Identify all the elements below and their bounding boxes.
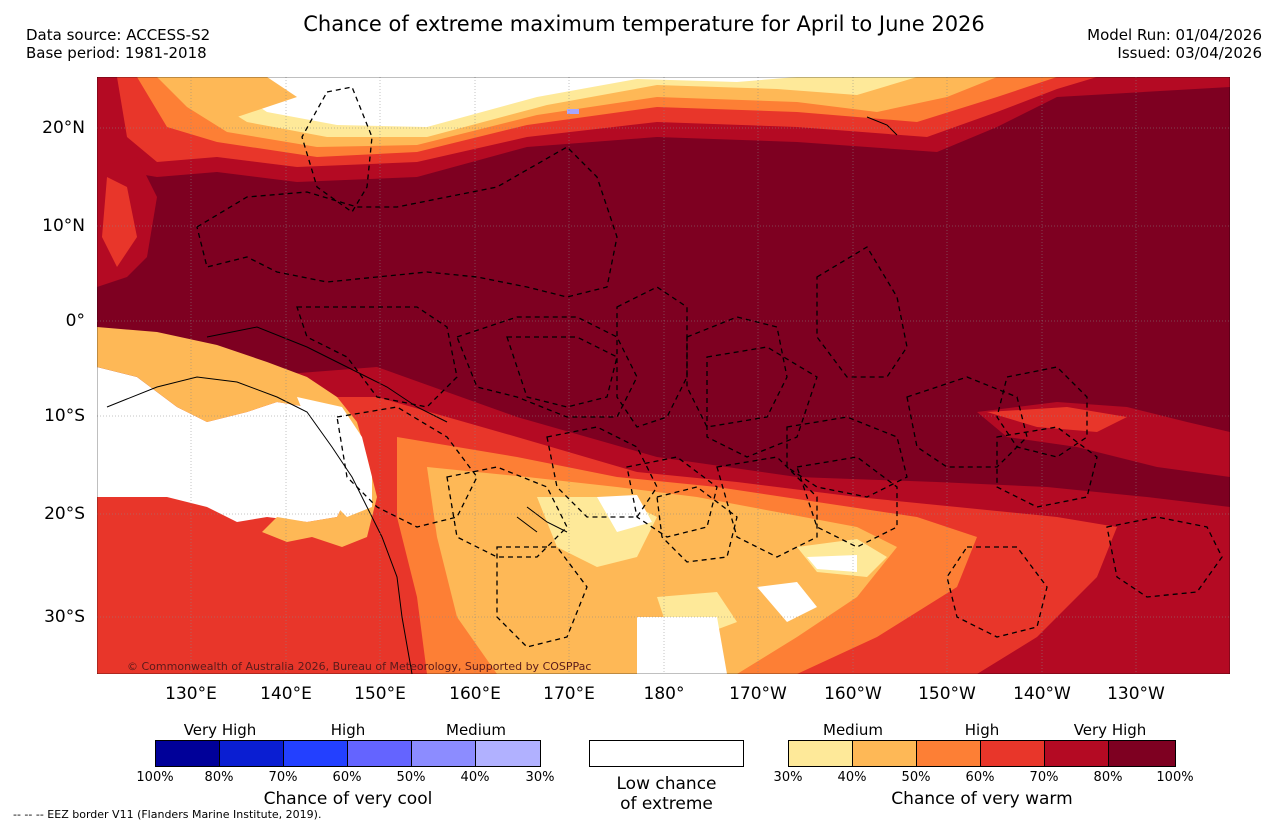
- lat-label-20n: 20°N: [42, 118, 85, 138]
- warm-swatch-70-80: [1045, 741, 1109, 766]
- lon-label-140e: 140°E: [260, 684, 312, 704]
- cool-legend-title: Chance of very cool: [263, 789, 433, 809]
- cool-swatch-80-70: [220, 741, 284, 766]
- cool-cat-high: High: [330, 721, 366, 739]
- warm-pct-80: 80%: [1093, 770, 1123, 785]
- warm-pct-70: 70%: [1029, 770, 1059, 785]
- australia-low-region: [97, 367, 347, 522]
- warm-pct-30: 30%: [773, 770, 803, 785]
- cool-cat-very-high: Very High: [183, 721, 257, 739]
- cool-pct-30: 30%: [525, 770, 555, 785]
- warm-colorbar: [788, 740, 1176, 767]
- lon-label-130w: 130°W: [1107, 684, 1165, 704]
- warm-pct-60: 60%: [965, 770, 995, 785]
- warm-pct-40: 40%: [837, 770, 867, 785]
- lon-label-140w: 140°W: [1013, 684, 1071, 704]
- cool-swatch-50-40: [412, 741, 476, 766]
- lon-label-130e: 130°E: [165, 684, 217, 704]
- meta-left: Data source: ACCESS-S2 Base period: 1981…: [26, 26, 210, 62]
- cool-pct-40: 40%: [460, 770, 490, 785]
- warm-swatch-30-40: [789, 741, 853, 766]
- warm-cat-medium: Medium: [823, 721, 883, 739]
- lon-label-170w: 170°W: [729, 684, 787, 704]
- lat-label-10s: 10°S: [44, 406, 85, 426]
- lon-label-160w: 160°W: [824, 684, 882, 704]
- cool-swatch-70-60: [284, 741, 348, 766]
- warm-swatch-60-70: [981, 741, 1045, 766]
- hawaii-coastline: [866, 116, 898, 136]
- cool-pct-100: 100%: [136, 770, 174, 785]
- cool-swatch-60-50: [348, 741, 412, 766]
- map-title: Chance of extreme maximum temperature fo…: [303, 12, 985, 36]
- base-period: Base period: 1981-2018: [26, 44, 207, 62]
- warm-swatch-40-50: [853, 741, 917, 766]
- warm-pct-50: 50%: [901, 770, 931, 785]
- cool-swatch-100-80: [156, 741, 220, 766]
- australia-coastline: [106, 376, 413, 674]
- lon-label-170e: 170°E: [543, 684, 595, 704]
- cool-colorbar: [155, 740, 541, 767]
- new-guinea-coastline: [206, 326, 448, 423]
- warm-swatch-50-60: [917, 741, 981, 766]
- lat-label-20s: 20°S: [44, 504, 85, 524]
- lon-label-150e: 150°E: [354, 684, 406, 704]
- lon-label-180: 180°: [643, 684, 685, 704]
- forecast-map: © Commonwealth of Australia 2026, Bureau…: [97, 77, 1230, 674]
- warm-pct-100: 100%: [1156, 770, 1194, 785]
- data-source: Data source: ACCESS-S2: [26, 26, 211, 44]
- warm-legend-title: Chance of very warm: [891, 789, 1073, 809]
- graticule: [97, 77, 1230, 674]
- issued-date: Issued: 03/04/2026: [1117, 44, 1262, 62]
- north-band-low: [207, 77, 797, 127]
- lon-label-150w: 150°W: [918, 684, 976, 704]
- warm-cat-very-high: Very High: [1073, 721, 1147, 739]
- meta-right: Model Run: 01/04/2026 Issued: 03/04/2026: [1087, 26, 1262, 62]
- model-run: Model Run: 01/04/2026: [1087, 26, 1262, 44]
- low-chance-label: Low chance of extreme: [616, 774, 717, 814]
- lat-label-30s: 30°S: [44, 607, 85, 627]
- cool-pct-70: 70%: [268, 770, 298, 785]
- south-band-50: [427, 467, 897, 674]
- cool-swatch-40-30: [476, 741, 540, 766]
- lat-label-10n: 10°N: [42, 216, 85, 236]
- cool-spot: [567, 109, 579, 114]
- warm-swatch-80-100: [1109, 741, 1175, 766]
- cool-cat-medium: Medium: [446, 721, 506, 739]
- eez-borders: [196, 86, 1223, 648]
- lon-label-160e: 160°E: [449, 684, 501, 704]
- cool-pct-50: 50%: [396, 770, 426, 785]
- eez-footnote: -- -- -- EEZ border V11 (Flanders Marine…: [13, 808, 322, 821]
- lat-label-0: 0°: [65, 311, 85, 331]
- copyright-text: © Commonwealth of Australia 2026, Bureau…: [127, 660, 591, 673]
- warm-cat-high: High: [964, 721, 1000, 739]
- cool-pct-60: 60%: [332, 770, 362, 785]
- cool-pct-80: 80%: [204, 770, 234, 785]
- low-chance-swatch: [589, 740, 744, 767]
